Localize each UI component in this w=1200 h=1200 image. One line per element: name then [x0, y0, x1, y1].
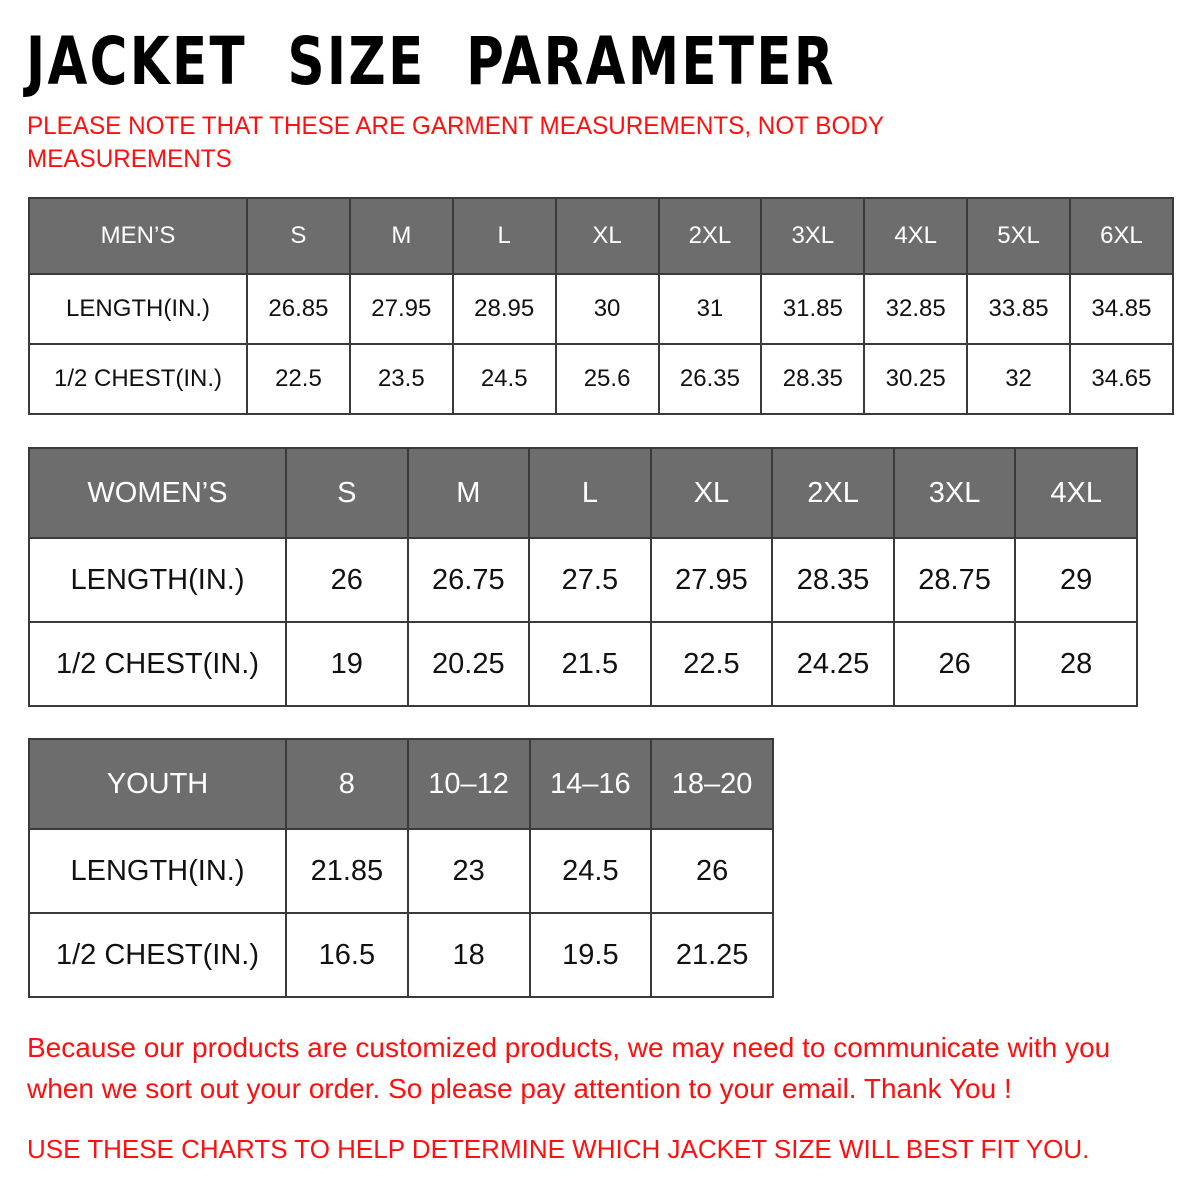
- size-header: 10–12: [406, 738, 531, 830]
- size-header: 2XL: [771, 447, 895, 539]
- measurement-value: 25.6: [554, 343, 660, 415]
- measurement-label: 1/2 CHEST(IN.): [28, 912, 287, 998]
- category-header: MEN’S: [28, 197, 248, 275]
- measurement-value: 23: [406, 828, 531, 914]
- measurement-value: 30.25: [863, 343, 969, 415]
- size-header: 4XL: [863, 197, 969, 275]
- measurement-value: 30: [554, 273, 660, 345]
- size-header: M: [348, 197, 454, 275]
- measurement-value: 18: [406, 912, 531, 998]
- measurement-value: 26.75: [406, 537, 531, 623]
- measurement-value: 22.5: [649, 621, 774, 707]
- table-header-row: YOUTH 8 10–12 14–16 18–20: [28, 738, 774, 830]
- measurement-value: 24.25: [771, 621, 895, 707]
- size-header: S: [285, 447, 409, 539]
- measurement-note: PLEASE NOTE THAT THESE ARE GARMENT MEASU…: [27, 112, 884, 173]
- measurement-value: 27.95: [348, 273, 454, 345]
- table-row: 1/2 CHEST(IN.) 22.5 23.5 24.5 25.6 26.35 28.35…: [28, 343, 1174, 415]
- measurement-value: 23.5: [348, 343, 454, 415]
- measurement-value: 29: [1014, 537, 1138, 623]
- womens-size-table: WOMEN’S S M L XL 2XL 3XL 4XL LENGTH(IN.) 26 26.75 2…: [28, 447, 1138, 707]
- measurement-value: 28: [1014, 621, 1138, 707]
- measurement-value: 31: [657, 273, 763, 345]
- page-title: JACKET SIZE PARAMETER: [26, 23, 836, 100]
- measurement-value: 28.95: [451, 273, 557, 345]
- measurement-value: 26: [285, 537, 409, 623]
- customization-message-line-2: when we sort out your order. So please p…: [27, 1073, 1012, 1104]
- measurement-value: 32: [966, 343, 1071, 415]
- measurement-value: 26: [650, 828, 774, 914]
- measurement-value: 26: [892, 621, 1017, 707]
- measurement-value: 19: [285, 621, 409, 707]
- size-header: 3XL: [760, 197, 866, 275]
- measurement-label: 1/2 CHEST(IN.): [28, 343, 248, 415]
- measurement-value: 16.5: [285, 912, 409, 998]
- table-header-row: WOMEN’S S M L XL 2XL 3XL 4XL: [28, 447, 1138, 539]
- measurement-value: 20.25: [406, 621, 531, 707]
- measurement-value: 26.85: [246, 273, 351, 345]
- measurement-value: 28.35: [760, 343, 866, 415]
- measurement-value: 28.75: [892, 537, 1017, 623]
- measurement-value: 21.25: [650, 912, 774, 998]
- measurement-value: 21.5: [528, 621, 652, 707]
- measurement-value: 22.5: [246, 343, 351, 415]
- size-header: S: [246, 197, 351, 275]
- size-header: 6XL: [1069, 197, 1174, 275]
- table-row: 1/2 CHEST(IN.) 19 20.25 21.5 22.5 24.25 26 28: [28, 621, 1138, 707]
- measurement-label: LENGTH(IN.): [28, 273, 248, 345]
- measurement-value: 26.35: [657, 343, 763, 415]
- measurement-value: 31.85: [760, 273, 866, 345]
- youth-size-table: YOUTH 8 10–12 14–16 18–20 LENGTH(IN.) 21.85 23 2…: [28, 738, 774, 998]
- size-header: 18–20: [650, 738, 774, 830]
- size-header: 8: [285, 738, 409, 830]
- measurement-value: 27.95: [649, 537, 774, 623]
- customization-message: Because our products are customized prod…: [27, 1027, 1110, 1109]
- size-header: XL: [649, 447, 774, 539]
- size-header: 5XL: [966, 197, 1071, 275]
- measurement-value: 19.5: [528, 912, 653, 998]
- measurement-value: 24.5: [451, 343, 557, 415]
- customization-message-line-1: Because our products are customized prod…: [27, 1032, 1111, 1063]
- size-header: 4XL: [1014, 447, 1138, 539]
- size-header: 14–16: [528, 738, 653, 830]
- measurement-value: 24.5: [528, 828, 653, 914]
- size-header: 3XL: [892, 447, 1017, 539]
- table-row: LENGTH(IN.) 26 26.75 27.5 27.95 28.35 28.75 29: [28, 537, 1138, 623]
- measurement-value: 34.85: [1069, 273, 1174, 345]
- size-header: XL: [554, 197, 660, 275]
- measurement-value: 21.85: [285, 828, 409, 914]
- mens-size-table: MEN’S S M L XL 2XL 3XL 4XL 5XL 6XL LENGTH(IN.) 26.8…: [28, 197, 1174, 415]
- measurement-value: 32.85: [863, 273, 969, 345]
- measurement-value: 33.85: [966, 273, 1071, 345]
- measurement-label: LENGTH(IN.): [28, 537, 287, 623]
- category-header: YOUTH: [28, 738, 287, 830]
- size-instruction: USE THESE CHARTS TO HELP DETERMINE WHICH…: [27, 1134, 1090, 1164]
- measurement-value: 34.65: [1069, 343, 1174, 415]
- category-header: WOMEN’S: [28, 447, 287, 539]
- measurement-label: 1/2 CHEST(IN.): [28, 621, 287, 707]
- table-row: LENGTH(IN.) 26.85 27.95 28.95 30 31 31.85 32.85…: [28, 273, 1174, 345]
- size-header: 2XL: [657, 197, 763, 275]
- size-header: L: [528, 447, 652, 539]
- table-header-row: MEN’S S M L XL 2XL 3XL 4XL 5XL 6XL: [28, 197, 1174, 275]
- measurement-value: 27.5: [528, 537, 652, 623]
- measurement-value: 28.35: [771, 537, 895, 623]
- table-row: 1/2 CHEST(IN.) 16.5 18 19.5 21.25: [28, 912, 774, 998]
- table-row: LENGTH(IN.) 21.85 23 24.5 26: [28, 828, 774, 914]
- size-header: M: [406, 447, 531, 539]
- size-header: L: [451, 197, 557, 275]
- measurement-label: LENGTH(IN.): [28, 828, 287, 914]
